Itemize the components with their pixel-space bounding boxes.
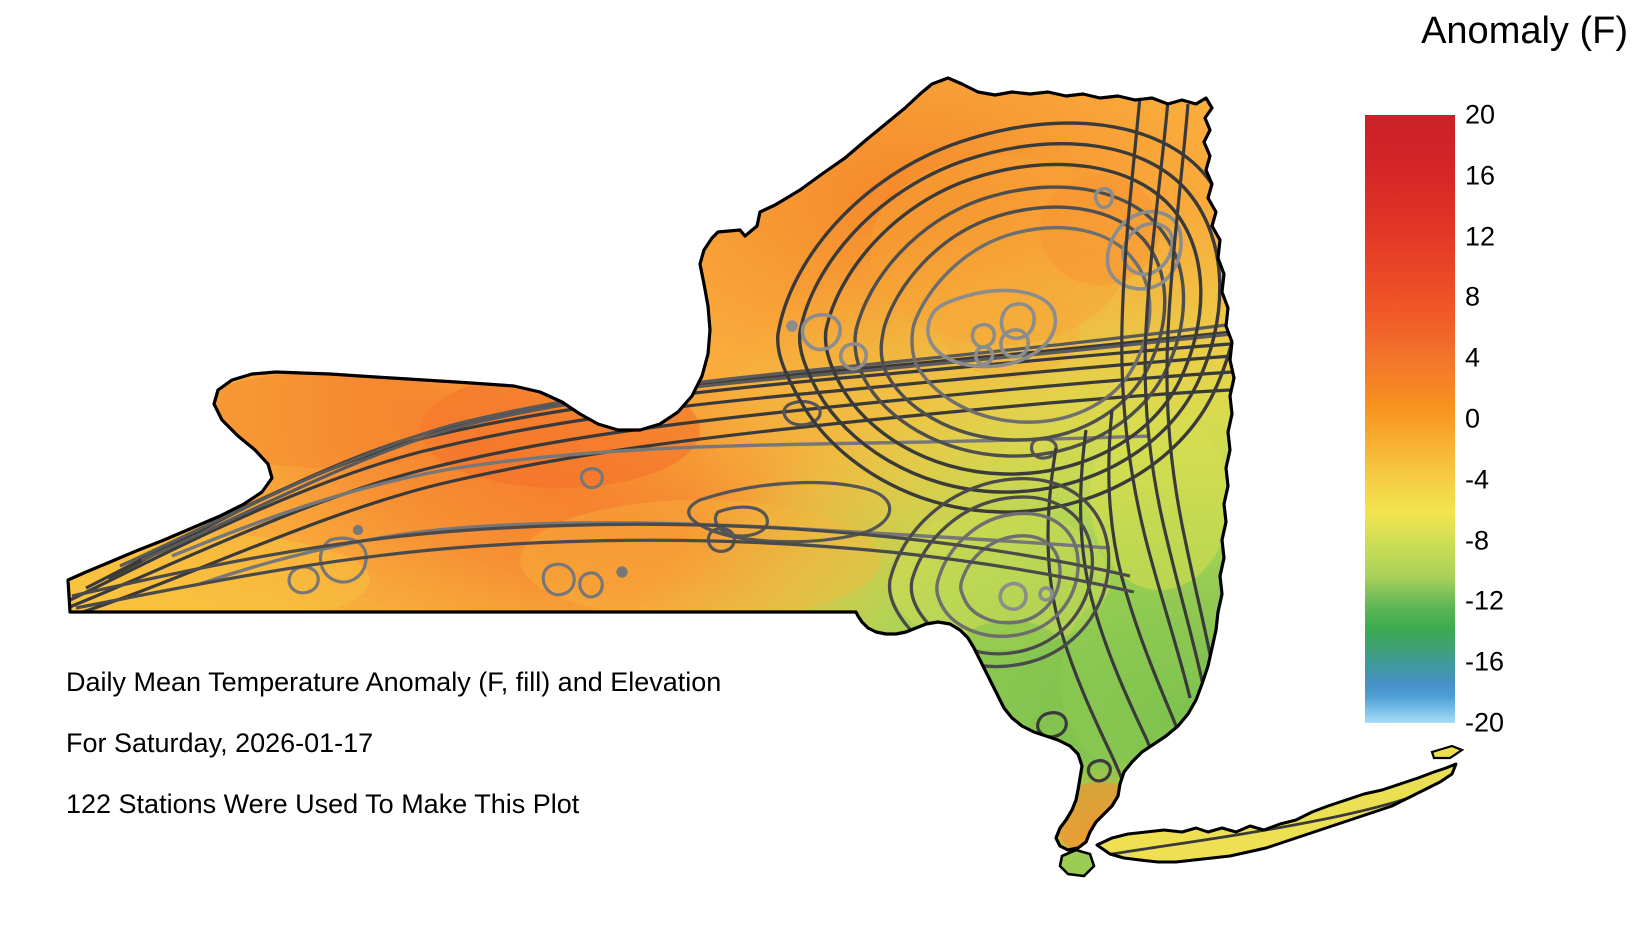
elevation-contours <box>68 95 1234 813</box>
map-svg <box>66 76 1465 878</box>
staten-island <box>1058 848 1096 878</box>
colorbar-gradient <box>1365 115 1455 723</box>
fishers-island <box>1430 744 1465 760</box>
state-border-long-island <box>1095 762 1458 864</box>
state-map <box>66 76 1465 878</box>
colorbar-tick-n16: -16 <box>1465 646 1505 677</box>
colorbar-tick-20: 20 <box>1465 99 1496 130</box>
colorbar-tick-12: 12 <box>1465 221 1496 252</box>
colorbar-tick-n4: -4 <box>1465 464 1490 495</box>
colorbar-tick-n20: -20 <box>1465 707 1505 738</box>
colorbar-tick-n12: -12 <box>1465 585 1505 616</box>
colorbar-tick-8: 8 <box>1465 281 1481 312</box>
colorbar-tick-16: 16 <box>1465 160 1496 191</box>
legend-title: Anomaly (F) <box>1421 10 1628 52</box>
colorbar-tick-0: 0 <box>1465 403 1481 434</box>
caption-line-title: Daily Mean Temperature Anomaly (F, fill)… <box>66 667 722 697</box>
colorbar-tick-n8: -8 <box>1465 525 1490 556</box>
colorbar-tick-4: 4 <box>1465 342 1481 373</box>
state-border-mainland <box>66 76 1236 852</box>
colorbar-tick-labels: 20 16 12 8 4 0 -4 -8 -12 -16 -20 <box>1465 100 1585 738</box>
caption-block: Daily Mean Temperature Anomaly (F, fill)… <box>66 652 886 835</box>
caption-line-date: For Saturday, 2026-01-17 <box>66 728 374 758</box>
caption-line-stations: 122 Stations Were Used To Make This Plot <box>66 789 580 819</box>
colorbar <box>1365 115 1455 723</box>
